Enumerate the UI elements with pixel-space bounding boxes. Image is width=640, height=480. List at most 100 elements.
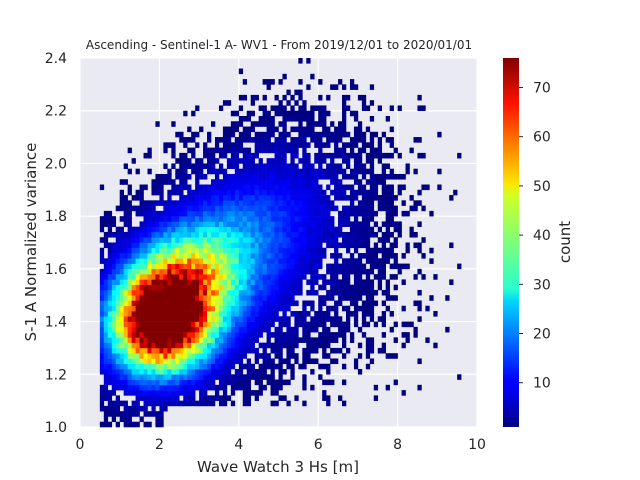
heatmap-cell: [286, 200, 291, 206]
heatmap-cell: [286, 216, 291, 222]
heatmap-cell: [334, 168, 339, 175]
heatmap-cell: [246, 110, 252, 117]
heatmap-cell: [222, 247, 228, 254]
heatmap-cell: [218, 195, 224, 201]
heatmap-cell: [163, 332, 168, 338]
heatmap-cell: [199, 379, 204, 386]
heatmap-cell: [278, 384, 283, 391]
heatmap-cell: [294, 258, 299, 264]
heatmap-cell: [385, 189, 390, 196]
heatmap-cell: [226, 332, 232, 338]
heatmap-cell: [286, 147, 291, 154]
heatmap-cell: [270, 268, 275, 275]
heatmap-cell: [151, 242, 156, 249]
heatmap-cell: [234, 147, 240, 154]
heatmap-cell: [250, 168, 255, 175]
heatmap-cell: [338, 326, 343, 333]
heatmap-cell: [103, 321, 109, 328]
heatmap-cell: [151, 390, 156, 396]
heatmap-cell: [199, 231, 204, 238]
heatmap-cell: [334, 337, 339, 343]
heatmap-cell: [290, 374, 295, 380]
heatmap-cell: [266, 147, 271, 154]
heatmap-cell: [107, 231, 113, 238]
heatmap-cell: [151, 221, 156, 227]
heatmap-cell: [135, 395, 140, 401]
heatmap-cell: [405, 337, 410, 343]
heatmap-cell: [330, 295, 335, 301]
heatmap-cell: [171, 263, 176, 270]
heatmap-cell: [334, 137, 339, 143]
heatmap-cell: [282, 316, 287, 322]
heatmap-cell: [127, 221, 132, 227]
heatmap-cell: [262, 200, 267, 206]
heatmap-cell: [290, 332, 295, 338]
heatmap-cell: [143, 216, 148, 222]
heatmap-cell: [151, 347, 156, 354]
heatmap-cell: [274, 258, 279, 264]
heatmap-cell: [103, 268, 109, 275]
heatmap-cell: [179, 184, 184, 191]
heatmap-cell: [342, 205, 347, 212]
heatmap-cell: [191, 147, 196, 154]
heatmap-cell: [242, 347, 248, 354]
heatmap-cell: [139, 416, 144, 423]
heatmap-cell: [310, 347, 315, 354]
heatmap-cell: [226, 305, 232, 312]
heatmap-cell: [326, 173, 331, 180]
heatmap-cell: [413, 326, 418, 333]
heatmap-cell: [290, 168, 295, 175]
heatmap-cell: [135, 268, 140, 275]
heatmap-cell: [211, 289, 216, 296]
heatmap-cell: [318, 337, 323, 343]
heatmap-cell: [254, 173, 259, 180]
heatmap-cell: [429, 258, 434, 264]
heatmap-cell: [187, 347, 192, 354]
heatmap-cell: [203, 300, 208, 307]
heatmap-cell: [318, 142, 323, 148]
heatmap-cell: [155, 300, 160, 307]
heatmap-cell: [286, 258, 291, 264]
heatmap-cell: [306, 253, 311, 259]
heatmap-cell: [242, 115, 248, 122]
heatmap-cell: [318, 158, 323, 164]
heatmap-cell: [254, 221, 259, 227]
heatmap-cell: [147, 369, 152, 375]
heatmap-cell: [214, 195, 220, 201]
heatmap-cell: [294, 316, 299, 322]
heatmap-cell: [135, 363, 140, 370]
heatmap-cell: [389, 168, 394, 175]
heatmap-cell: [330, 152, 335, 159]
heatmap-cell: [234, 247, 240, 254]
heatmap-cell: [349, 147, 355, 154]
heatmap-cell: [107, 226, 113, 233]
heatmap-cell: [342, 100, 347, 106]
heatmap-cell: [377, 200, 383, 206]
heatmap-cell: [353, 216, 359, 222]
heatmap-cell: [115, 342, 120, 349]
heatmap-cell: [306, 247, 311, 254]
heatmap-cell: [318, 147, 323, 154]
heatmap-cell: [119, 305, 124, 312]
heatmap-cell: [242, 152, 248, 159]
heatmap-cell: [353, 305, 359, 312]
heatmap-cell: [187, 300, 192, 307]
heatmap-cell: [159, 173, 164, 180]
heatmap-cell: [234, 279, 240, 285]
heatmap-cell: [361, 311, 367, 317]
heatmap-cell: [242, 258, 248, 264]
colorbar-tick-label: 20: [533, 327, 551, 343]
heatmap-cell: [298, 89, 303, 96]
heatmap-cell: [274, 210, 279, 217]
heatmap-cell: [278, 210, 283, 217]
heatmap-cell: [246, 332, 252, 338]
heatmap-cell: [369, 115, 375, 122]
heatmap-cell: [294, 358, 299, 365]
heatmap-cell: [218, 300, 224, 307]
heatmap-cell: [330, 347, 335, 354]
y-tick-label: 1.6: [45, 262, 67, 278]
heatmap-cell: [195, 179, 200, 185]
heatmap-cell: [226, 253, 232, 259]
heatmap-cell: [191, 189, 196, 196]
heatmap-cell: [357, 210, 363, 217]
